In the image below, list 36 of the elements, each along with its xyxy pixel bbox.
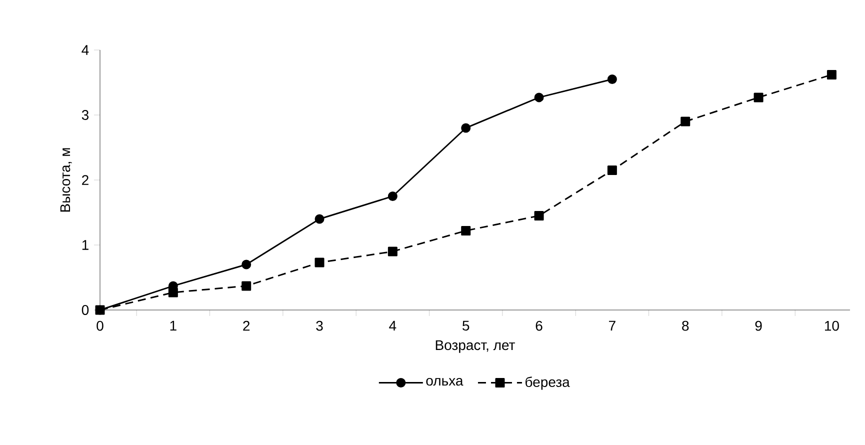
x-tick-label: 7: [609, 320, 616, 330]
legend-label: ольха: [426, 378, 464, 386]
y-tick-label: 4: [82, 45, 89, 55]
y-axis-title: Высота, м: [60, 148, 72, 212]
y-tick-label: 3: [82, 110, 89, 120]
x-tick-label: 2: [243, 320, 250, 331]
legend-label: береза: [526, 376, 570, 390]
x-tick-label: 1: [170, 320, 176, 330]
x-tick-label: 6: [536, 320, 542, 331]
point: [168, 288, 178, 298]
x-tick-label: 5: [462, 320, 470, 331]
point: [826, 70, 836, 80]
point: [314, 214, 324, 224]
point: [461, 226, 471, 236]
point: [680, 116, 690, 126]
x-tick-label: 9: [755, 320, 762, 331]
point: [388, 192, 398, 201]
point: [607, 166, 617, 175]
y-tick-label: 0: [82, 305, 89, 315]
x-tick-label: 0: [96, 320, 104, 331]
point: [242, 281, 252, 291]
point: [242, 260, 252, 270]
point: [461, 123, 471, 133]
x-tick-label: 3: [316, 320, 323, 331]
x-tick-label: 8: [682, 320, 689, 331]
x-tick-label: 4: [389, 320, 396, 330]
x-tick-label: 10: [824, 320, 839, 331]
point: [534, 92, 544, 102]
y-tick-label: 1: [82, 240, 88, 250]
x-axis-title: Возраст, лет: [436, 340, 516, 353]
point: [534, 211, 544, 220]
point: [607, 74, 617, 84]
point: [754, 92, 764, 102]
point: [388, 246, 398, 256]
point: [314, 258, 324, 268]
y-tick-label: 2: [82, 175, 88, 185]
